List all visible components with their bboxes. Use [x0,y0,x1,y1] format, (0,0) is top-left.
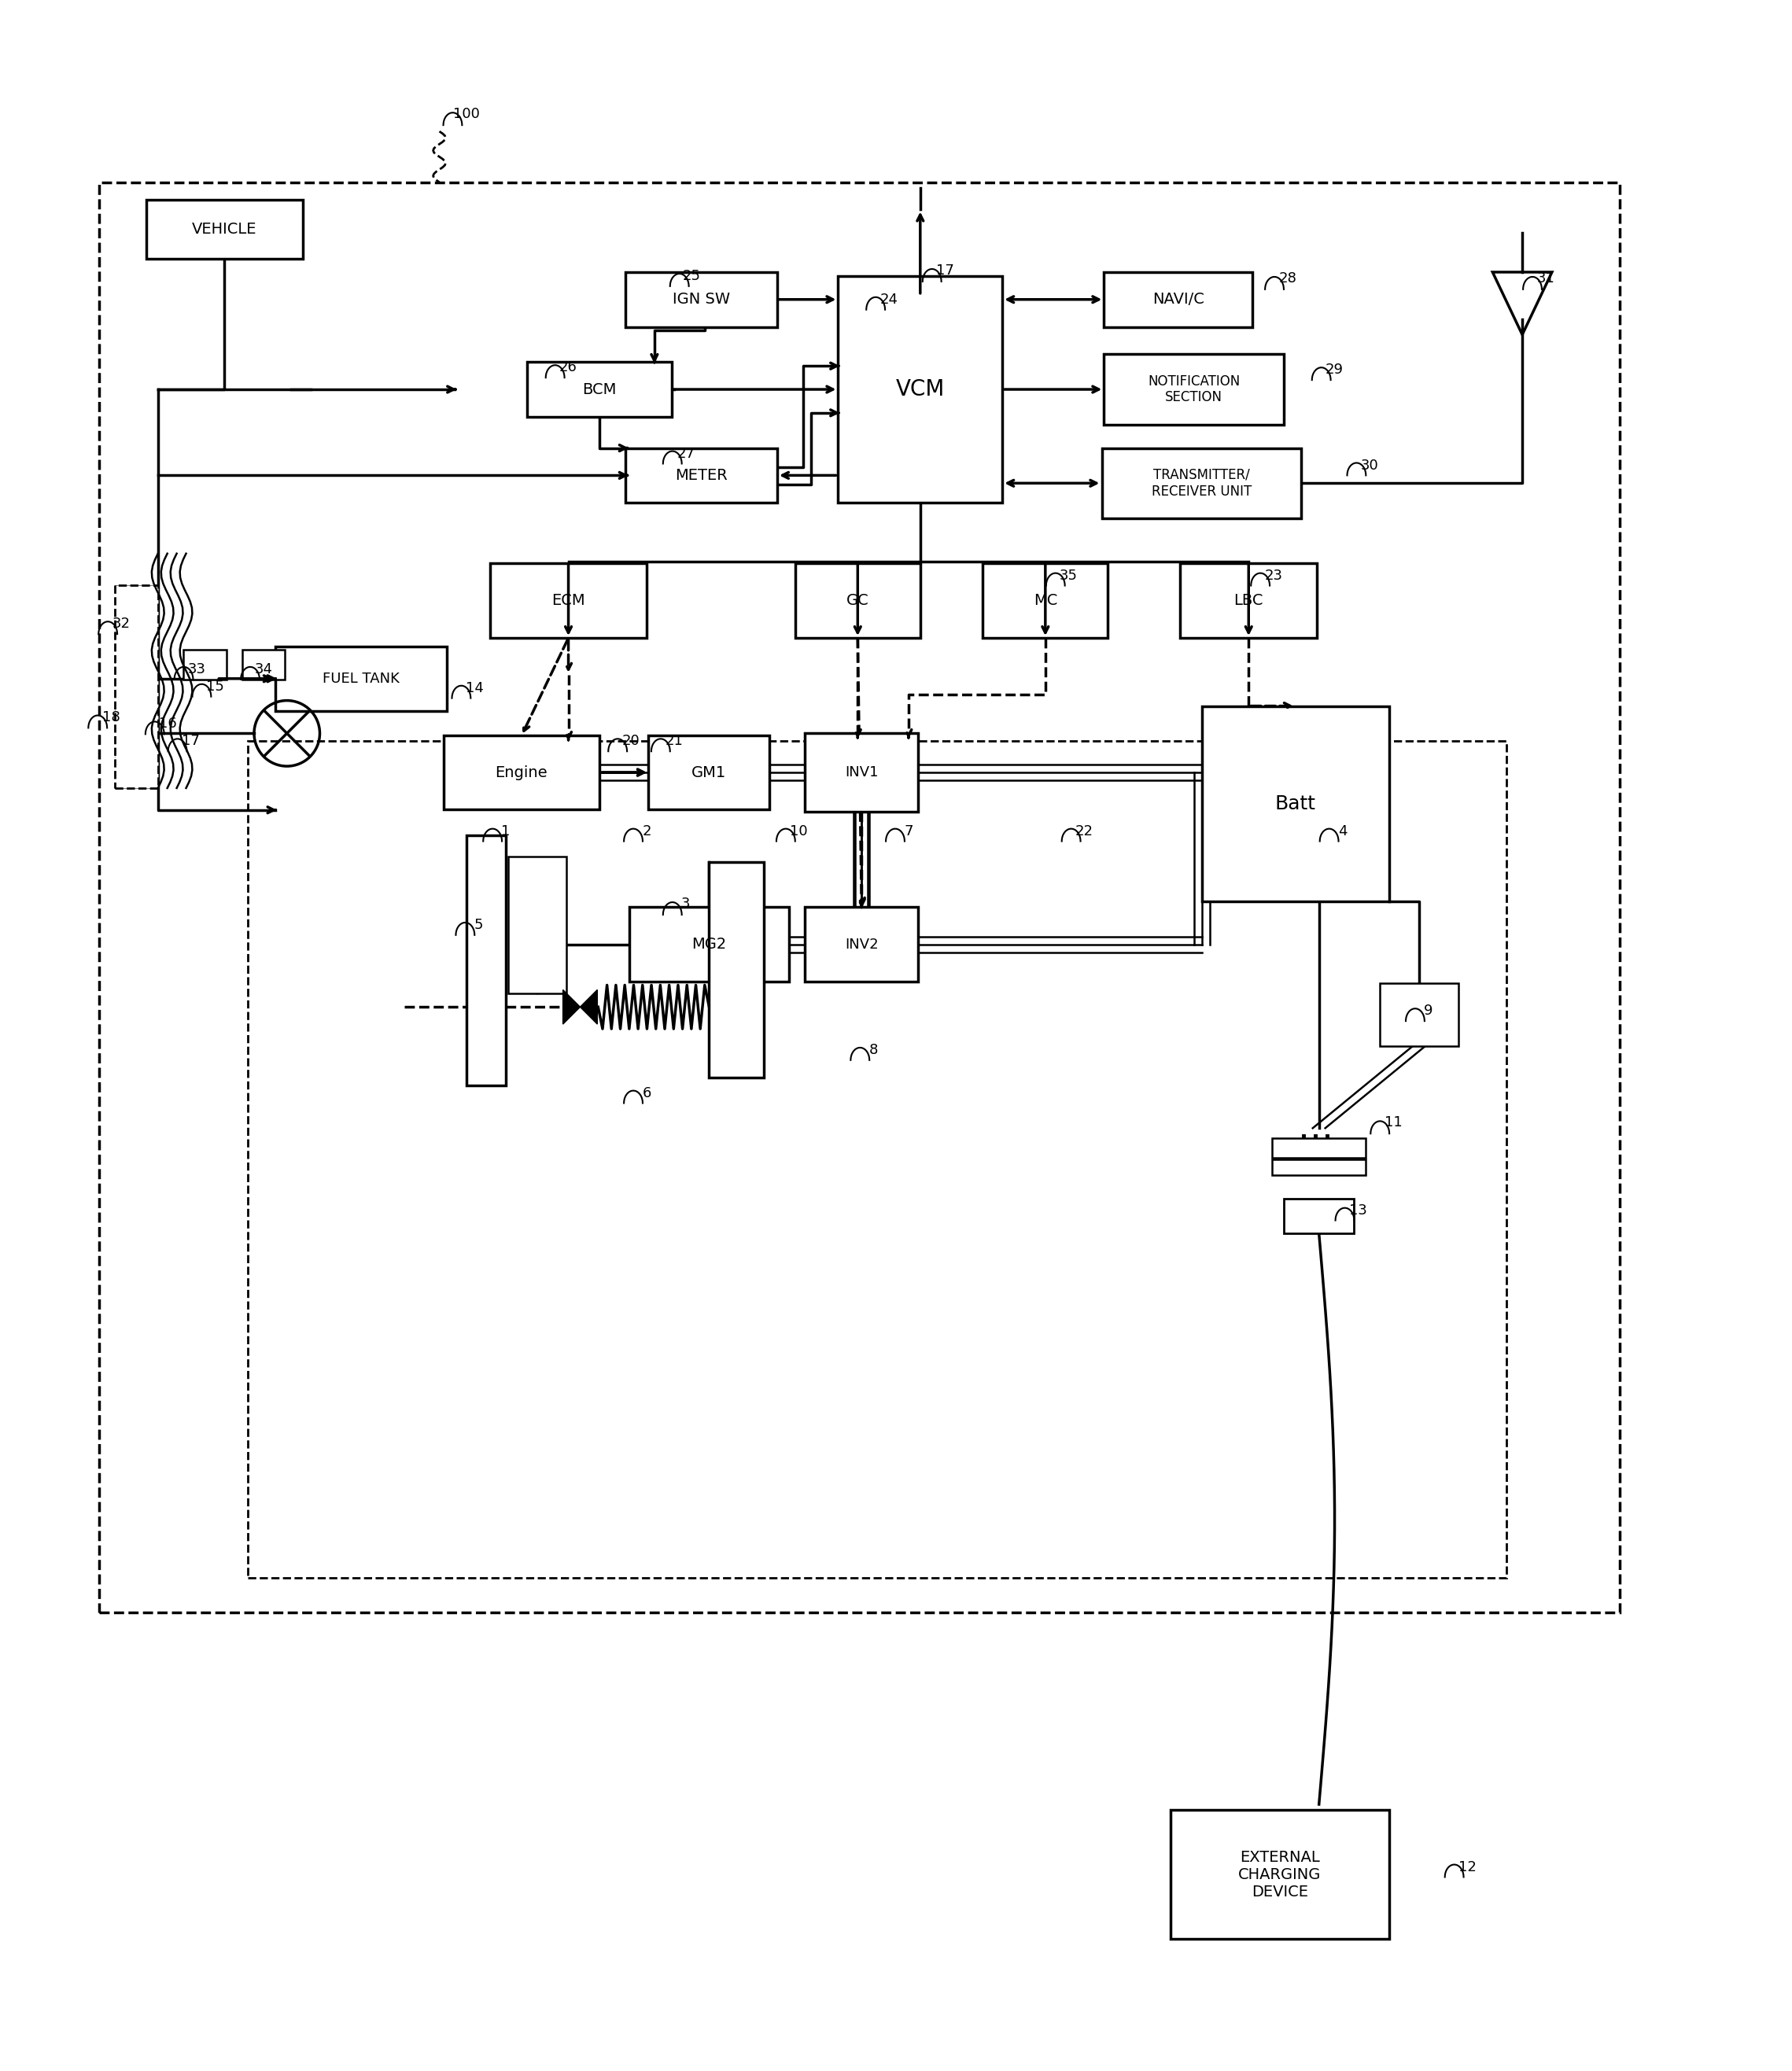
Text: 34: 34 [254,663,272,677]
FancyBboxPatch shape [839,275,1002,503]
FancyBboxPatch shape [466,835,505,1085]
Text: ECM: ECM [552,592,586,609]
Text: 15: 15 [206,679,224,694]
FancyBboxPatch shape [805,907,918,982]
Text: Batt: Batt [1276,795,1315,814]
Text: 6: 6 [642,1085,650,1100]
Text: MC: MC [1034,592,1057,609]
FancyBboxPatch shape [147,199,303,259]
Text: INV2: INV2 [844,938,878,951]
Text: 5: 5 [473,917,484,932]
Text: MG2: MG2 [692,936,726,953]
Text: 18: 18 [102,710,120,725]
Text: 13: 13 [1349,1203,1367,1218]
Text: 29: 29 [1326,362,1344,377]
Text: METER: METER [676,468,728,483]
Text: 9: 9 [1425,1004,1434,1019]
Text: 30: 30 [1360,460,1378,472]
FancyBboxPatch shape [796,563,921,638]
FancyBboxPatch shape [625,447,778,503]
FancyBboxPatch shape [649,735,771,810]
Text: 27: 27 [677,447,695,460]
FancyBboxPatch shape [1104,271,1253,327]
Text: BCM: BCM [582,381,616,398]
FancyBboxPatch shape [805,733,918,812]
FancyBboxPatch shape [183,650,226,679]
FancyBboxPatch shape [443,735,600,810]
Text: 10: 10 [790,824,808,839]
Polygon shape [581,990,597,1025]
Text: 7: 7 [903,824,914,839]
FancyBboxPatch shape [982,563,1107,638]
Text: GC: GC [846,592,869,609]
Text: 2: 2 [642,824,650,839]
FancyBboxPatch shape [1380,984,1459,1046]
Text: 17: 17 [181,733,199,748]
FancyBboxPatch shape [1283,1199,1355,1234]
Text: 23: 23 [1265,567,1283,582]
Text: 33: 33 [188,663,206,677]
Text: Engine: Engine [495,764,548,781]
FancyBboxPatch shape [1202,706,1389,901]
Text: 25: 25 [683,269,701,284]
Text: 3: 3 [681,897,690,911]
FancyBboxPatch shape [710,862,763,1077]
Polygon shape [563,990,581,1025]
Text: 8: 8 [869,1044,878,1056]
Text: VCM: VCM [896,379,944,400]
Text: VEHICLE: VEHICLE [192,222,256,236]
Text: TRANSMITTER/
RECEIVER UNIT: TRANSMITTER/ RECEIVER UNIT [1152,468,1253,499]
FancyBboxPatch shape [1102,447,1301,518]
FancyBboxPatch shape [491,563,647,638]
Text: 12: 12 [1459,1860,1477,1874]
Text: EXTERNAL
CHARGING
DEVICE: EXTERNAL CHARGING DEVICE [1238,1849,1321,1899]
FancyBboxPatch shape [1170,1810,1389,1938]
FancyBboxPatch shape [629,907,788,982]
Text: 17: 17 [935,263,955,278]
Text: 100: 100 [453,108,480,122]
FancyBboxPatch shape [1272,1160,1366,1174]
FancyBboxPatch shape [527,362,672,416]
Text: 22: 22 [1075,824,1093,839]
Text: 4: 4 [1339,824,1348,839]
Text: 14: 14 [466,681,484,696]
Text: INV1: INV1 [844,766,878,779]
Text: 31: 31 [1538,271,1555,286]
Text: 21: 21 [665,733,683,748]
FancyBboxPatch shape [507,857,566,994]
Text: 20: 20 [622,733,640,748]
Text: IGN SW: IGN SW [672,292,729,307]
FancyBboxPatch shape [1181,563,1317,638]
Text: NOTIFICATION
SECTION: NOTIFICATION SECTION [1147,375,1240,404]
FancyBboxPatch shape [1104,354,1283,425]
Text: 32: 32 [113,617,131,632]
Text: LBC: LBC [1235,592,1263,609]
FancyBboxPatch shape [1272,1137,1366,1158]
Text: 28: 28 [1279,271,1297,286]
Text: 16: 16 [159,717,177,731]
Text: 24: 24 [880,292,898,307]
Text: FUEL TANK: FUEL TANK [323,671,400,686]
FancyBboxPatch shape [625,271,778,327]
Text: 1: 1 [502,824,511,839]
Text: NAVI/C: NAVI/C [1152,292,1204,307]
Text: 35: 35 [1059,567,1077,582]
FancyBboxPatch shape [276,646,448,710]
FancyBboxPatch shape [115,584,158,789]
Text: 11: 11 [1383,1116,1401,1131]
Text: GM1: GM1 [692,764,726,781]
Text: 26: 26 [559,360,577,375]
FancyBboxPatch shape [242,650,285,679]
